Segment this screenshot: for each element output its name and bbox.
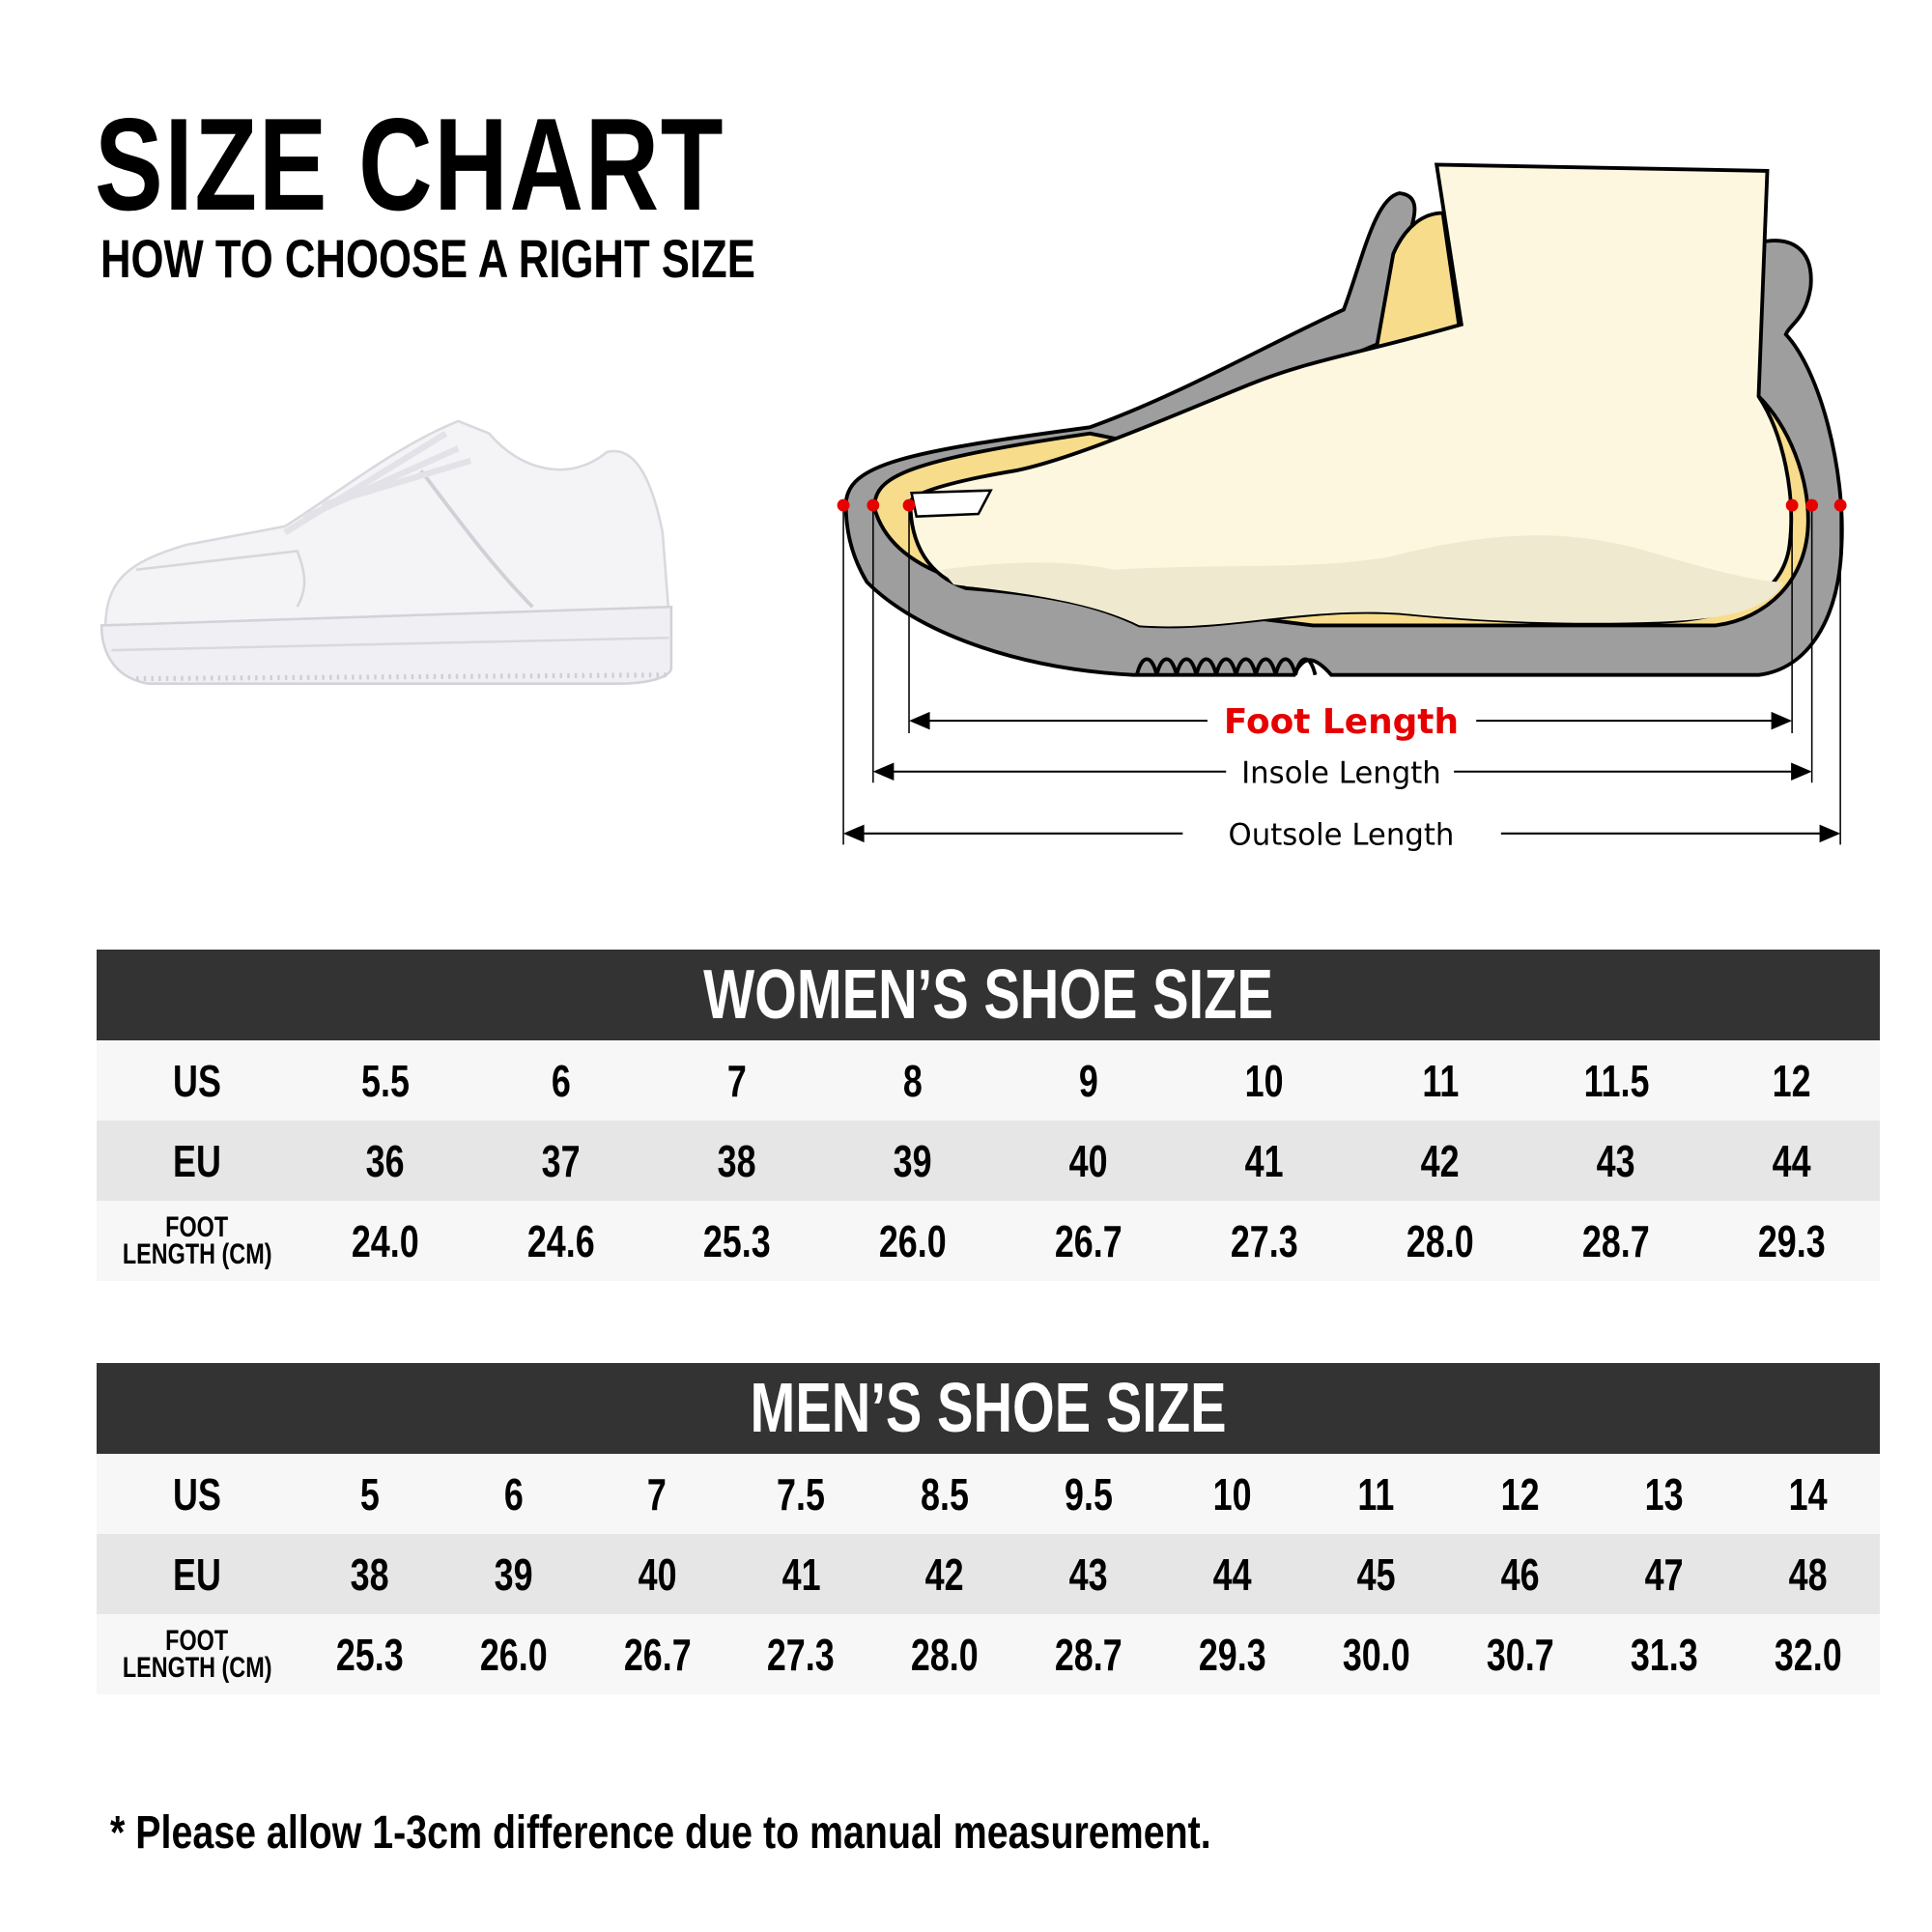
page-subtitle: HOW TO CHOOSE A RIGHT SIZE (100, 228, 755, 289)
table-cell: 36 (366, 1135, 405, 1186)
table-cell: 24.0 (352, 1215, 419, 1266)
table-row: EU 38 39 40 41 42 43 44 45 46 47 48 (97, 1534, 1880, 1614)
table-cell: 37 (542, 1135, 581, 1186)
foot-length-label: Foot Length (1224, 702, 1459, 742)
table-cell: 12 (1773, 1055, 1811, 1106)
table-cell: 27.3 (767, 1629, 836, 1680)
table-cell: 26.0 (479, 1629, 548, 1680)
table-cell: 9.5 (1065, 1468, 1113, 1520)
foot-diagram: Foot Length Insole Length Outsole Length (837, 162, 1847, 852)
table-title: WOMEN’S SHOE SIZE (97, 950, 1880, 1040)
table-cell: 41 (1245, 1135, 1284, 1186)
table-cell: 28.0 (911, 1629, 979, 1680)
table-cell: 13 (1644, 1468, 1684, 1520)
table-cell: 27.3 (1231, 1215, 1298, 1266)
table-cell: 30.7 (1486, 1629, 1554, 1680)
table-cell: 48 (1788, 1548, 1828, 1600)
table-row: FOOT LENGTH (CM) 25.3 26.0 26.7 27.3 28.0 28.7 2… (97, 1614, 1880, 1694)
tread (1135, 657, 1318, 676)
table-cell: 12 (1500, 1468, 1540, 1520)
table-cell: 5.5 (361, 1055, 410, 1106)
table-cell: 30.0 (1342, 1629, 1410, 1680)
table-cell: 28.0 (1406, 1215, 1474, 1266)
insole-length-label: Insole Length (1241, 755, 1441, 790)
outsole-length-label: Outsole Length (1229, 817, 1455, 852)
table-cell: 7 (727, 1055, 747, 1106)
table-cell: 10 (1212, 1468, 1252, 1520)
table-cell: 24.6 (527, 1215, 595, 1266)
table-cell: 14 (1788, 1468, 1828, 1520)
table-cell: 44 (1773, 1135, 1811, 1186)
table-cell: 32.0 (1774, 1629, 1842, 1680)
table-cell: 39 (494, 1548, 533, 1600)
table-cell: 28.7 (1582, 1215, 1650, 1266)
table-cell: 11 (1422, 1055, 1459, 1106)
table-cell: 11.5 (1583, 1055, 1649, 1106)
table-cell: 42 (925, 1548, 965, 1600)
table-cell: 26.7 (1055, 1215, 1122, 1266)
row-label: FOOT LENGTH (CM) (122, 1210, 272, 1270)
table-cell: 28.7 (1055, 1629, 1122, 1680)
table-cell: 29.3 (1758, 1215, 1826, 1266)
table-cell: 43 (1069, 1548, 1108, 1600)
table-cell: 7 (647, 1468, 668, 1520)
page-title: SIZE CHART (95, 91, 725, 238)
table-cell: 8.5 (921, 1468, 970, 1520)
table-row: EU 36 37 38 39 40 41 42 43 44 (97, 1121, 1880, 1201)
measure-points (837, 498, 1847, 512)
table-row: US 5 6 7 7.5 8.5 9.5 10 11 12 13 14 (97, 1454, 1880, 1534)
table-cell: 26.0 (879, 1215, 947, 1266)
sneaker-image (99, 419, 673, 685)
row-label: EU (173, 1135, 221, 1186)
table-cell: 8 (903, 1055, 923, 1106)
table-row: US 5.5 6 7 8 9 10 11 11.5 12 (97, 1040, 1880, 1121)
table-cell: 43 (1597, 1135, 1635, 1186)
table-cell: 40 (1069, 1135, 1108, 1186)
table-cell: 6 (503, 1468, 524, 1520)
table-cell: 46 (1500, 1548, 1540, 1600)
table-cell: 26.7 (623, 1629, 692, 1680)
toenail (910, 489, 993, 518)
table-cell: 31.3 (1630, 1629, 1698, 1680)
footnote: * Please allow 1-3cm difference due to m… (110, 1807, 1211, 1859)
row-label: US (173, 1055, 221, 1106)
table-cell: 7.5 (777, 1468, 826, 1520)
table-cell: 11 (1357, 1468, 1395, 1520)
table-cell: 9 (1079, 1055, 1098, 1106)
mens-size-table: MEN’S SHOE SIZE US 5 6 7 7.5 8.5 9.5 10 11 12 13 14… (97, 1363, 1880, 1694)
table-cell: 6 (552, 1055, 571, 1106)
table-cell: 38 (718, 1135, 756, 1186)
table-cell: 39 (894, 1135, 932, 1186)
table-title: MEN’S SHOE SIZE (97, 1363, 1880, 1454)
table-cell: 38 (350, 1548, 389, 1600)
table-cell: 5 (359, 1468, 380, 1520)
womens-size-table: WOMEN’S SHOE SIZE US 5.5 6 7 8 9 10 11 11.5 12 EU 3… (97, 950, 1880, 1281)
table-cell: 25.3 (703, 1215, 771, 1266)
table-cell: 10 (1245, 1055, 1284, 1106)
table-cell: 44 (1212, 1548, 1252, 1600)
table-cell: 40 (638, 1548, 677, 1600)
row-label: US (173, 1468, 221, 1520)
table-row: FOOT LENGTH (CM) 24.0 24.6 25.3 26.0 26.7 27.3 2… (97, 1201, 1880, 1281)
table-cell: 42 (1421, 1135, 1460, 1186)
table-cell: 41 (781, 1548, 821, 1600)
table-cell: 47 (1644, 1548, 1684, 1600)
row-label: FOOT LENGTH (CM) (122, 1624, 272, 1684)
table-cell: 29.3 (1198, 1629, 1266, 1680)
table-cell: 25.3 (335, 1629, 404, 1680)
row-label: EU (173, 1548, 221, 1600)
table-cell: 45 (1356, 1548, 1396, 1600)
